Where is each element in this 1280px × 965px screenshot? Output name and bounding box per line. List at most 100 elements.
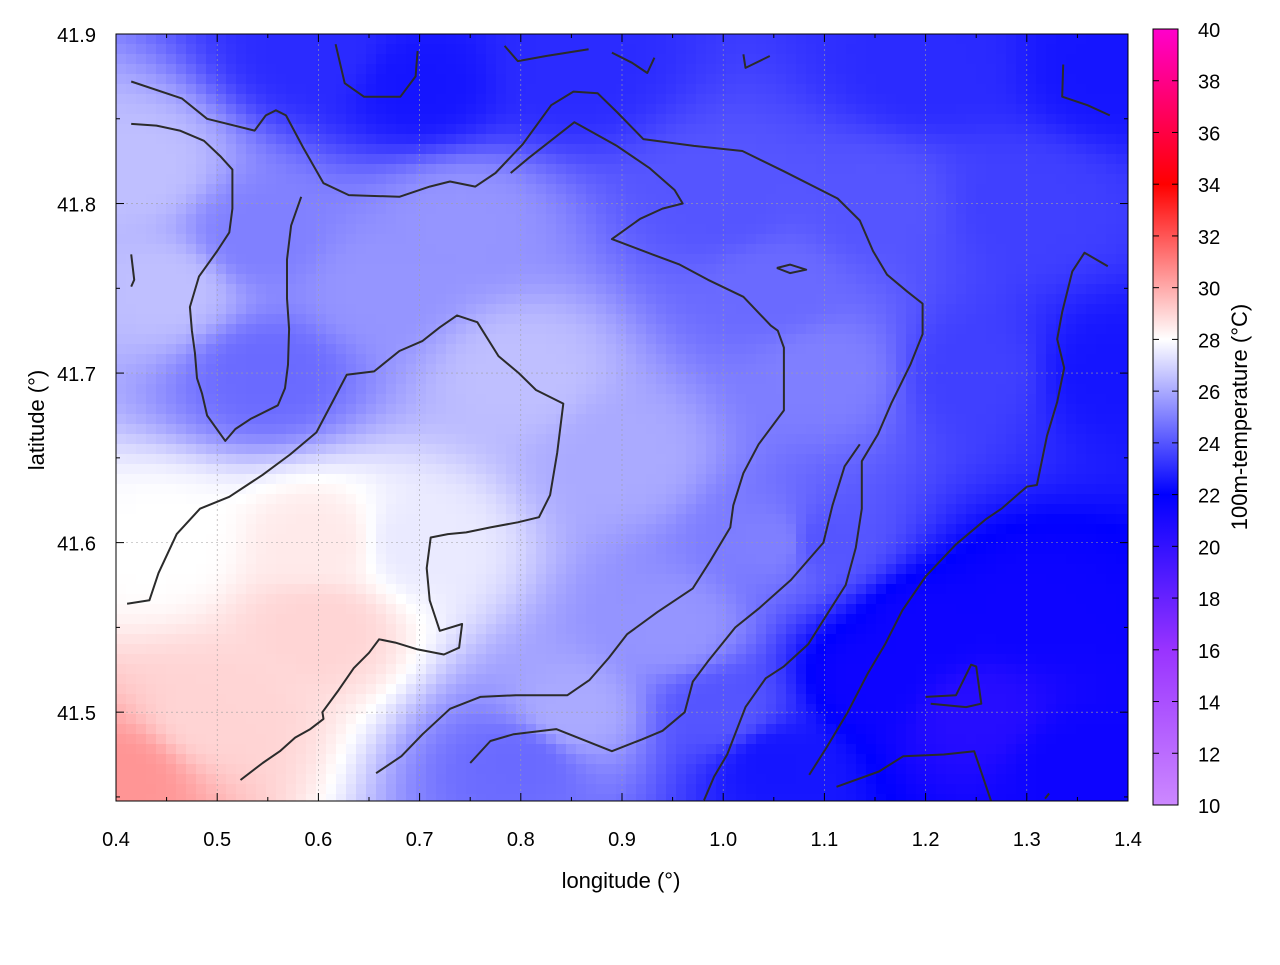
heatmap-cell [686, 474, 697, 485]
heatmap-cell [1046, 94, 1057, 105]
heatmap-cell [1036, 54, 1047, 65]
heatmap-cell [226, 374, 237, 385]
heatmap-cell [146, 74, 157, 85]
heatmap-cell [686, 64, 697, 75]
heatmap-cell [936, 404, 947, 415]
heatmap-cell [246, 184, 257, 195]
heatmap-cell [426, 74, 437, 85]
heatmap-cell [336, 464, 347, 475]
heatmap-cell [286, 134, 297, 145]
heatmap-cell [276, 264, 287, 275]
heatmap-cell [136, 44, 147, 55]
heatmap-cell [836, 454, 847, 465]
heatmap-cell [906, 434, 917, 445]
heatmap-cell [186, 184, 197, 195]
heatmap-cell [356, 44, 367, 55]
heatmap-cell [256, 264, 267, 275]
heatmap-cell [986, 124, 997, 135]
heatmap-cell [1096, 54, 1107, 65]
heatmap-cell [476, 34, 487, 45]
heatmap-cell [656, 214, 667, 225]
heatmap-cell [366, 244, 377, 255]
heatmap-cell [456, 234, 467, 245]
heatmap-cell [1106, 334, 1117, 345]
heatmap-cell [1086, 424, 1097, 435]
heatmap-cell [326, 194, 337, 205]
heatmap-cell [236, 454, 247, 465]
heatmap-cell [916, 244, 927, 255]
heatmap-cell [616, 64, 627, 75]
heatmap-cell [586, 504, 597, 515]
heatmap-cell [766, 254, 777, 265]
heatmap-cell [186, 454, 197, 465]
heatmap-cell [916, 514, 927, 525]
heatmap-cell [1016, 514, 1027, 525]
heatmap-cell [196, 214, 207, 225]
heatmap-cell [446, 424, 457, 435]
heatmap-cell [956, 474, 967, 485]
heatmap-cell [996, 414, 1007, 425]
heatmap-cell [466, 294, 477, 305]
heatmap-cell [206, 154, 217, 165]
heatmap-cell [366, 334, 377, 345]
heatmap-cell [666, 294, 677, 305]
heatmap-cell [666, 434, 677, 445]
heatmap-cell [126, 354, 137, 365]
heatmap-cell [356, 154, 367, 165]
heatmap-cell [906, 204, 917, 215]
heatmap-cell [426, 454, 437, 465]
heatmap-cell [1036, 64, 1047, 75]
heatmap-cell [406, 294, 417, 305]
heatmap-cell [186, 214, 197, 225]
heatmap-cell [976, 234, 987, 245]
heatmap-cell [666, 324, 677, 335]
heatmap-cell [996, 164, 1007, 175]
heatmap-cell [376, 64, 387, 75]
heatmap-cell [516, 464, 527, 475]
heatmap-cell [266, 504, 277, 515]
heatmap-cell [536, 84, 547, 95]
heatmap-cell [916, 484, 927, 495]
heatmap-cell [576, 344, 587, 355]
heatmap-cell [196, 494, 207, 505]
heatmap-cell [356, 324, 367, 335]
heatmap-cell [1056, 514, 1067, 525]
heatmap-cell [126, 424, 137, 435]
heatmap-cell [716, 434, 727, 445]
heatmap-cell [1016, 164, 1027, 175]
heatmap-cell [576, 474, 587, 485]
heatmap-cell [636, 474, 647, 485]
heatmap-cell [876, 144, 887, 155]
heatmap-cell [236, 314, 247, 325]
heatmap-cell [746, 404, 757, 415]
heatmap-cell [736, 424, 747, 435]
heatmap-cell [566, 344, 577, 355]
heatmap-cell [276, 504, 287, 515]
heatmap-cell [236, 334, 247, 345]
heatmap-cell [756, 424, 767, 435]
heatmap-cell [946, 424, 957, 435]
heatmap-cell [266, 214, 277, 225]
heatmap-cell [866, 514, 877, 525]
heatmap-cell [786, 104, 797, 115]
heatmap-cell [996, 224, 1007, 235]
heatmap-cell [176, 384, 187, 395]
heatmap-cell [786, 464, 797, 475]
heatmap-cell [236, 114, 247, 125]
heatmap-cell [896, 264, 907, 275]
heatmap-cell [966, 494, 977, 505]
heatmap-cell [496, 484, 507, 495]
heatmap-cell [136, 154, 147, 165]
heatmap-cell [816, 504, 827, 515]
heatmap-cell [886, 504, 897, 515]
heatmap-cell [436, 94, 447, 105]
heatmap-cell [706, 514, 717, 525]
heatmap-cell [866, 474, 877, 485]
heatmap-cell [386, 34, 397, 45]
heatmap-cell [856, 84, 867, 95]
heatmap-cell [596, 434, 607, 445]
heatmap-cell [396, 514, 407, 525]
heatmap-cell [686, 454, 697, 465]
heatmap-cell [726, 474, 737, 485]
heatmap-cell [746, 374, 757, 385]
